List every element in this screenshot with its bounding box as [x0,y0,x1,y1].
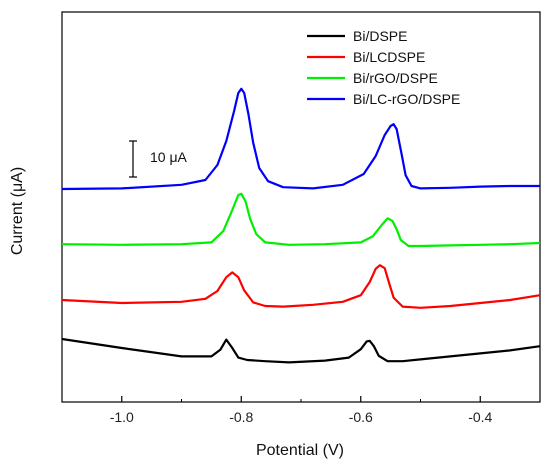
scale-bar: 10 μA [129,140,188,178]
legend-entry-3: Bi/rGO/DSPE [307,70,438,86]
plot-area [61,11,541,403]
legend-label: Bi/rGO/DSPE [353,70,438,86]
x-tick-label: -0.4 [468,409,492,425]
x-axis: -1.0 -0.8 -0.6 -0.4 [61,396,493,425]
series-line-3 [61,192,541,248]
scale-bar-label: 10 μA [150,149,188,165]
legend-label: Bi/DSPE [353,28,407,44]
x-tick-label: -1.0 [110,409,134,425]
legend-label: Bi/LCDSPE [353,49,425,65]
series-line-2 [61,264,541,309]
series-layer [61,87,541,364]
legend-entry-2: Bi/LCDSPE [307,49,425,65]
series-line-4 [61,87,540,191]
legend-entry-4: Bi/LC-rGO/DSPE [307,91,460,107]
x-tick-label: -0.6 [349,409,373,425]
x-tick-label: -0.8 [229,409,253,425]
series-line-1 [61,337,541,364]
legend: Bi/DSPE Bi/LCDSPE Bi/rGO/DSPE Bi/LC-rGO/DSP… [307,28,460,107]
legend-label: Bi/LC-rGO/DSPE [353,91,460,107]
legend-entry-1: Bi/DSPE [307,28,407,44]
x-axis-title: Potential (V) [256,442,344,459]
y-axis-title: Current (μA) [9,167,26,255]
plot-frame [61,11,541,403]
